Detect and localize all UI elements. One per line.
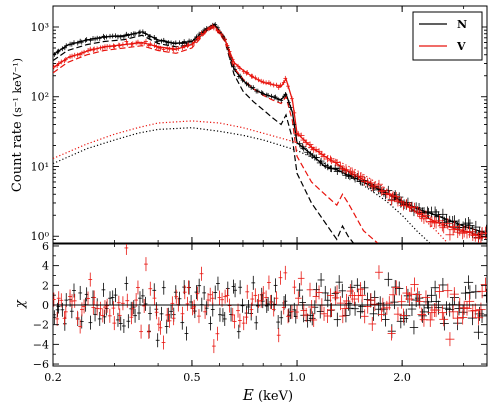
residual-y-tick-label: −2 bbox=[33, 319, 49, 332]
model-curve-v-thermal-component bbox=[53, 26, 378, 243]
y-axis-label-main: Count rate bbox=[10, 117, 25, 192]
spectrum-panel: 10⁰ 10¹ 10² 10³ Count rate (s⁻¹ keV⁻¹) N V bbox=[10, 5, 488, 244]
x-axis-label: E (keV) bbox=[242, 386, 293, 404]
legend-label-n: N bbox=[457, 18, 467, 31]
legend: N V bbox=[412, 11, 483, 61]
legend-label-v: V bbox=[456, 40, 466, 53]
x-axis-label-main: E bbox=[242, 386, 254, 404]
residual-points-n bbox=[53, 272, 487, 348]
residual-points-v bbox=[53, 244, 487, 354]
residual-y-tick-label: 2 bbox=[42, 279, 49, 292]
spectrum-axis-ticks: 10⁰ 10¹ 10² 10³ bbox=[31, 5, 487, 244]
y-axis-label-unit: (s⁻¹ keV⁻¹) bbox=[11, 58, 24, 117]
spectrum-y-axis-label: Count rate (s⁻¹ keV⁻¹) bbox=[10, 58, 25, 192]
y-tick-label: 10¹ bbox=[31, 160, 49, 173]
legend-box bbox=[412, 11, 483, 61]
residuals-panel: 0.2 0.5 1.0 2.0 −6 −4 −2 0 2 4 6 χ bbox=[13, 240, 488, 384]
y-tick-label: 10² bbox=[31, 91, 49, 104]
residual-y-tick-label: 6 bbox=[42, 240, 49, 253]
model-curve-v-power-law-component bbox=[53, 120, 449, 243]
x-axis-label-unit: (keV) bbox=[254, 389, 293, 404]
residual-y-tick-label: 0 bbox=[42, 299, 49, 312]
x-tick-label: 0.2 bbox=[44, 371, 62, 384]
x-tick-label: 1.0 bbox=[288, 371, 306, 384]
residual-y-tick-label: 4 bbox=[42, 260, 49, 273]
model-curve-n-thermal-component bbox=[53, 24, 354, 243]
residual-y-tick-label: −6 bbox=[33, 358, 49, 371]
x-tick-label: 0.5 bbox=[183, 371, 201, 384]
x-tick-label: 2.0 bbox=[393, 371, 411, 384]
residuals-y-axis-label: χ bbox=[13, 299, 28, 309]
residual-y-tick-label: −4 bbox=[33, 338, 49, 351]
residuals-data-area bbox=[53, 244, 487, 354]
spectrum-data-area bbox=[53, 22, 487, 243]
data-points-v bbox=[53, 23, 487, 243]
y-tick-label: 10³ bbox=[31, 21, 49, 34]
y-tick-label: 10⁰ bbox=[31, 230, 50, 243]
svg-text:Count rate (s⁻¹ keV⁻¹): Count rate (s⁻¹ keV⁻¹) bbox=[10, 58, 25, 192]
residuals-axis-ticks: 0.2 0.5 1.0 2.0 −6 −4 −2 0 2 4 6 bbox=[33, 240, 487, 384]
